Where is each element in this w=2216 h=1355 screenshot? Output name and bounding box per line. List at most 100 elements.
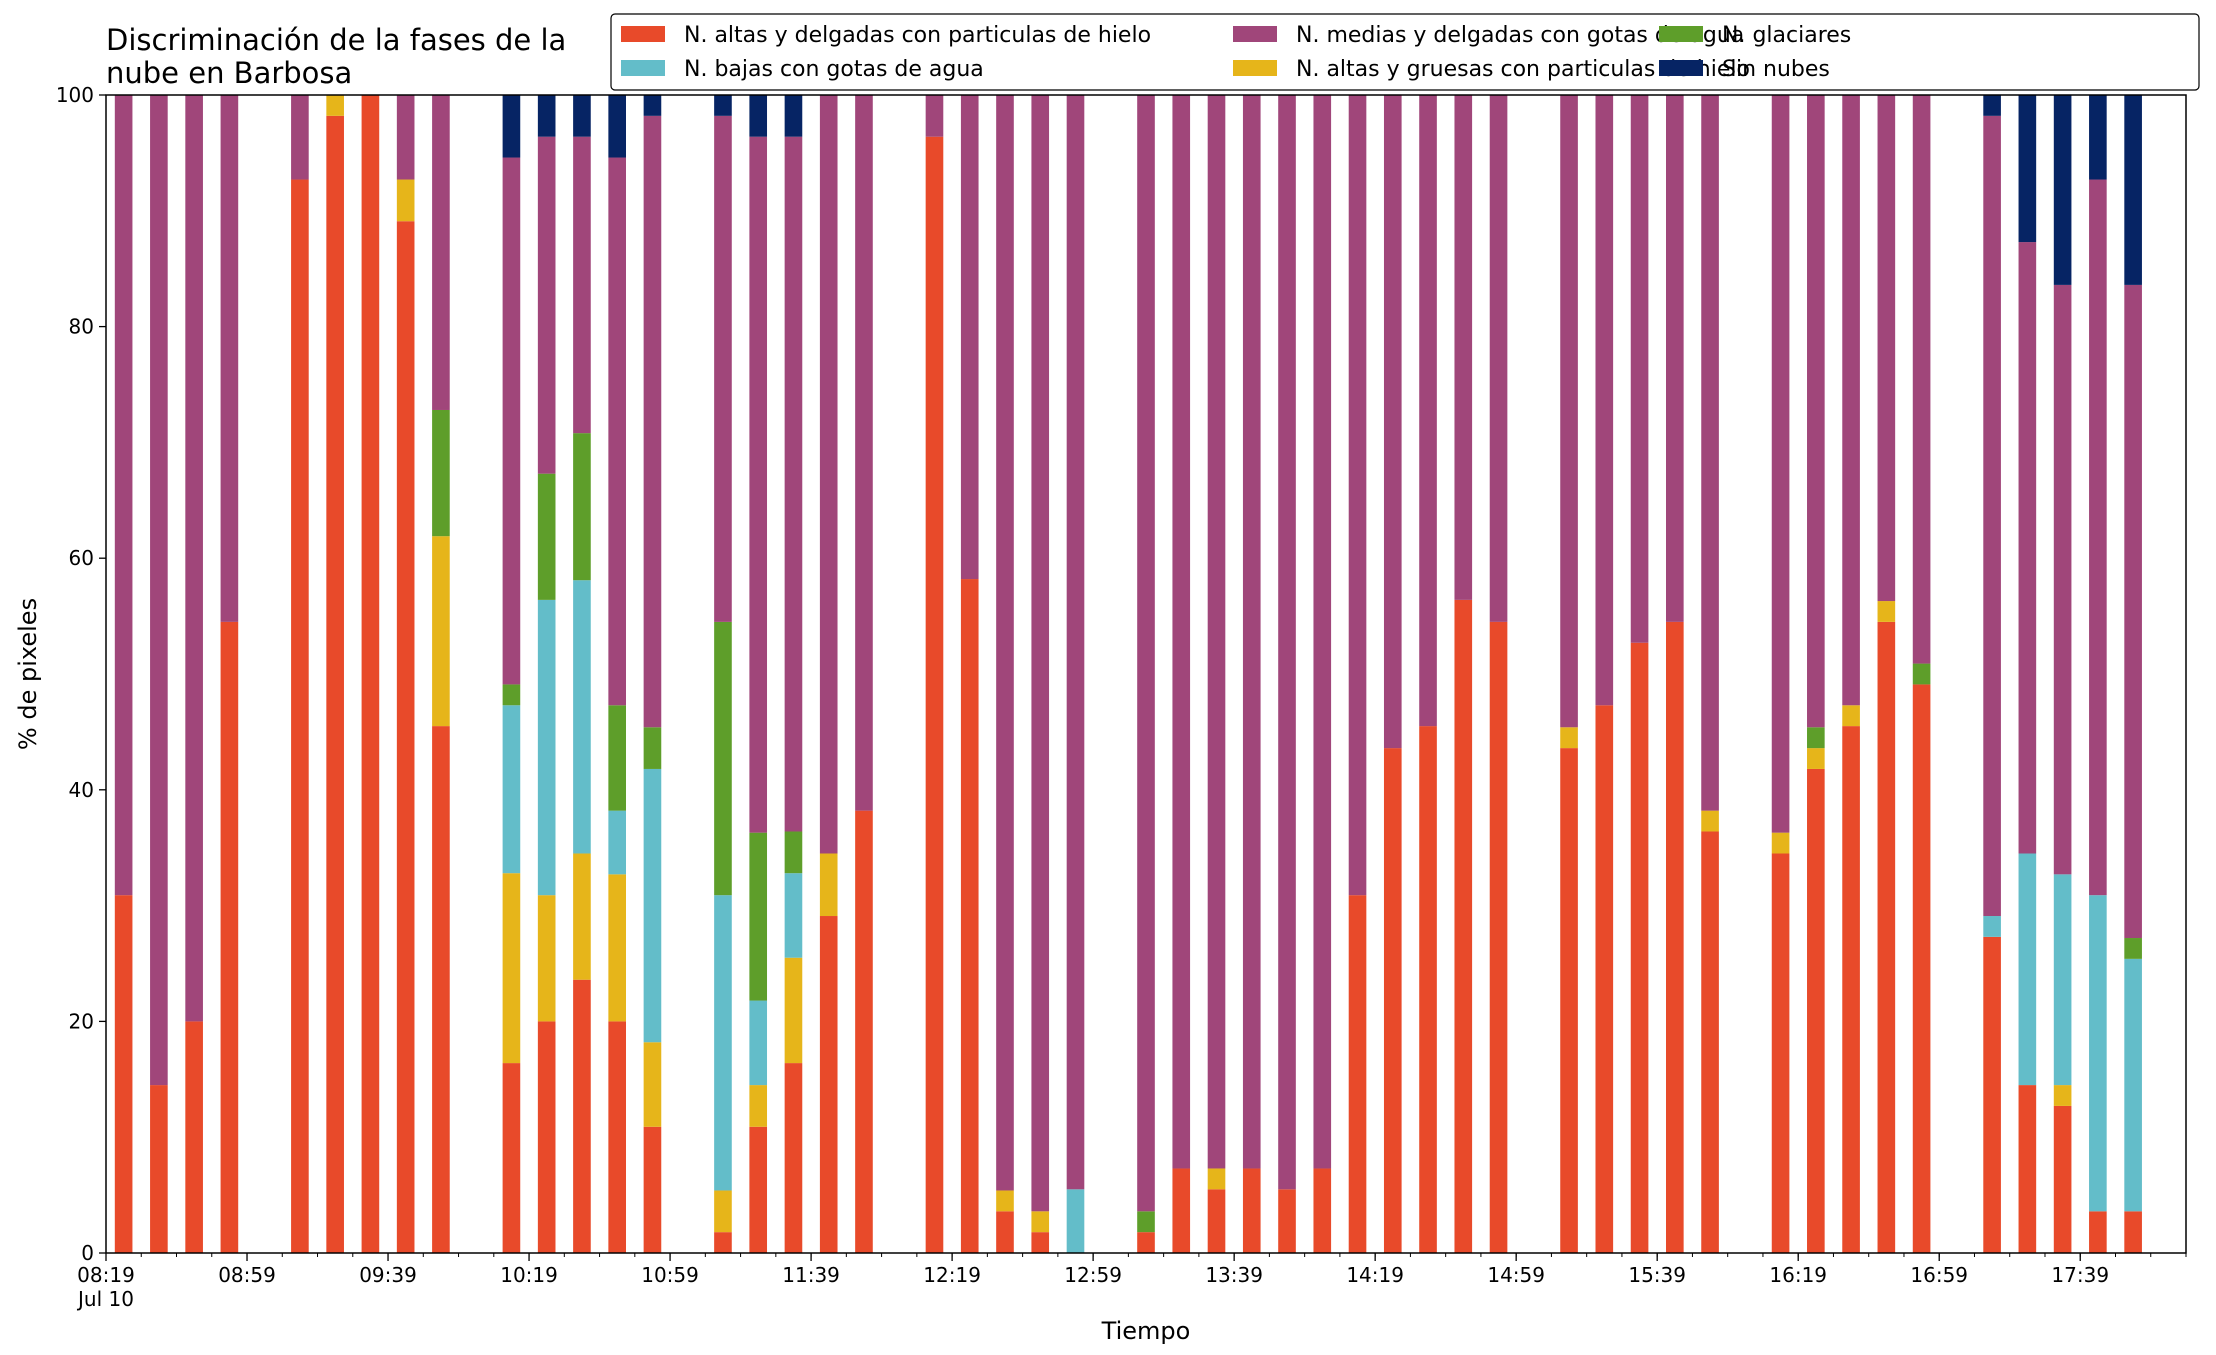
bar-segment-23-series-4 xyxy=(1066,95,1085,1190)
bar-segment-44-series-4 xyxy=(1912,95,1931,664)
bar-segment-16-series-4 xyxy=(784,136,803,832)
bar-segment-1-series-4 xyxy=(150,95,168,1086)
bar-segment-24-series-0 xyxy=(1137,1232,1155,1253)
chart-title-line-1: Discriminación de la fases de la xyxy=(106,23,566,57)
y-axis: 0 20 40 60 80 100 xyxy=(56,83,106,1265)
legend-frame xyxy=(610,13,2200,91)
bar-segment-25-series-4 xyxy=(1172,95,1191,1169)
bar-segment-28-series-0 xyxy=(1278,1189,1296,1253)
bar-segment-18-series-0 xyxy=(855,810,873,1253)
bar-segment-0-series-0 xyxy=(114,895,133,1253)
bar-segment-35-series-0 xyxy=(1560,748,1578,1253)
bar-segment-31-series-0 xyxy=(1383,748,1402,1253)
bar-segment-12-series-1 xyxy=(608,874,626,1022)
x-tick-label: 16:19 xyxy=(1769,1263,1827,1287)
bar-segment-10-series-3 xyxy=(537,473,556,600)
bar-segment-7-series-0 xyxy=(396,221,415,1254)
bar-segment-15-series-3 xyxy=(749,832,768,1001)
bar-segment-13-series-1 xyxy=(643,1042,662,1127)
bar-segment-12-series-0 xyxy=(608,1021,626,1253)
bar-segment-16-series-3 xyxy=(784,831,803,874)
bar-segment-2-series-0 xyxy=(185,1021,203,1253)
bar-segment-19-series-0 xyxy=(925,136,944,1254)
bar-segment-14-series-0 xyxy=(714,1232,732,1253)
bar-segment-11-series-5 xyxy=(573,95,591,137)
bar-segment-43-series-1 xyxy=(1877,601,1896,622)
bar-segment-47-series-1 xyxy=(2053,1085,2072,1106)
bar-segment-48-series-2 xyxy=(2089,895,2107,1212)
bar-segment-14-series-2 xyxy=(714,895,732,1191)
bar-segment-41-series-1 xyxy=(1807,748,1825,769)
bar-segment-17-series-4 xyxy=(819,95,838,854)
legend-swatch-4 xyxy=(1233,26,1277,42)
legend-swatch-1 xyxy=(1233,60,1277,76)
bar-segment-47-series-5 xyxy=(2053,95,2072,285)
bar-segment-45-series-5 xyxy=(1983,95,2001,116)
bar-segment-13-series-5 xyxy=(643,95,662,116)
bar-segment-10-series-1 xyxy=(537,895,556,1022)
bar-segment-27-series-0 xyxy=(1242,1168,1261,1253)
bar-segment-41-series-3 xyxy=(1807,727,1825,749)
bar-segment-15-series-1 xyxy=(749,1085,768,1127)
bar-segment-24-series-3 xyxy=(1137,1211,1155,1233)
bar-segment-39-series-1 xyxy=(1701,810,1719,832)
bar-segment-49-series-4 xyxy=(2124,284,2142,939)
x-tick-label: 17:39 xyxy=(2051,1263,2109,1287)
bar-segment-4-series-0 xyxy=(291,179,309,1253)
legend-swatch-3 xyxy=(1659,26,1703,42)
plot-area-frame xyxy=(105,94,2187,1254)
bar-segment-36-series-4 xyxy=(1595,95,1614,706)
bars-layer xyxy=(114,95,2142,1254)
bar-segment-14-series-3 xyxy=(714,621,732,896)
bar-segment-9-series-3 xyxy=(502,684,521,706)
bar-segment-7-series-1 xyxy=(396,179,415,222)
bar-segment-5-series-0 xyxy=(326,115,344,1254)
bar-segment-8-series-1 xyxy=(432,536,450,727)
bar-segment-44-series-0 xyxy=(1912,684,1931,1253)
bar-segment-9-series-2 xyxy=(502,705,521,874)
bar-segment-37-series-0 xyxy=(1630,642,1649,1253)
bar-segment-46-series-5 xyxy=(2018,95,2037,243)
bar-segment-41-series-4 xyxy=(1807,95,1825,728)
bar-segment-11-series-3 xyxy=(573,433,591,581)
bar-segment-40-series-1 xyxy=(1771,832,1790,854)
legend-label-2: N. bajas con gotas de agua xyxy=(684,57,984,82)
legend-label-5: Sin nubes xyxy=(1722,57,1830,82)
bar-segment-22-series-4 xyxy=(1031,95,1050,1212)
bar-segment-9-series-0 xyxy=(502,1063,521,1253)
bar-segment-10-series-0 xyxy=(537,1021,556,1253)
bar-segment-26-series-4 xyxy=(1207,95,1226,1169)
bar-segment-2-series-4 xyxy=(185,95,203,1022)
bar-segment-45-series-2 xyxy=(1983,916,2001,937)
chart-title-line-2: nube en Barbosa xyxy=(106,56,352,90)
bar-segment-11-series-2 xyxy=(573,580,591,854)
bar-segment-35-series-4 xyxy=(1560,95,1578,728)
bar-segment-43-series-4 xyxy=(1877,95,1896,602)
bar-segment-49-series-0 xyxy=(2124,1211,2142,1253)
bar-segment-45-series-0 xyxy=(1983,936,2001,1253)
bar-segment-42-series-1 xyxy=(1842,705,1860,727)
bar-segment-16-series-2 xyxy=(784,873,803,958)
bar-segment-36-series-0 xyxy=(1595,705,1614,1253)
bar-segment-15-series-5 xyxy=(749,95,768,137)
bar-segment-4-series-4 xyxy=(291,95,309,180)
bar-segment-28-series-4 xyxy=(1278,95,1296,1190)
bar-segment-12-series-3 xyxy=(608,705,626,811)
bar-segment-47-series-2 xyxy=(2053,874,2072,1086)
bar-segment-47-series-4 xyxy=(2053,284,2072,875)
x-tick-label: 14:19 xyxy=(1346,1263,1404,1287)
legend-swatch-2 xyxy=(621,60,665,76)
bar-segment-19-series-4 xyxy=(925,95,944,137)
bar-segment-38-series-0 xyxy=(1666,621,1684,1253)
legend-label-3: N. glaciares xyxy=(1722,23,1851,48)
bar-segment-12-series-4 xyxy=(608,157,626,706)
bar-segment-39-series-0 xyxy=(1701,831,1719,1253)
bar-segment-34-series-0 xyxy=(1489,621,1508,1253)
bar-segment-17-series-0 xyxy=(819,916,838,1253)
x-tick-sublabel: Jul 10 xyxy=(76,1287,134,1311)
bar-segment-8-series-0 xyxy=(432,726,450,1253)
bar-segment-6-series-0 xyxy=(361,95,380,1253)
bar-segment-18-series-4 xyxy=(855,95,873,811)
bar-segment-15-series-0 xyxy=(749,1126,768,1253)
bar-segment-32-series-4 xyxy=(1419,95,1437,727)
